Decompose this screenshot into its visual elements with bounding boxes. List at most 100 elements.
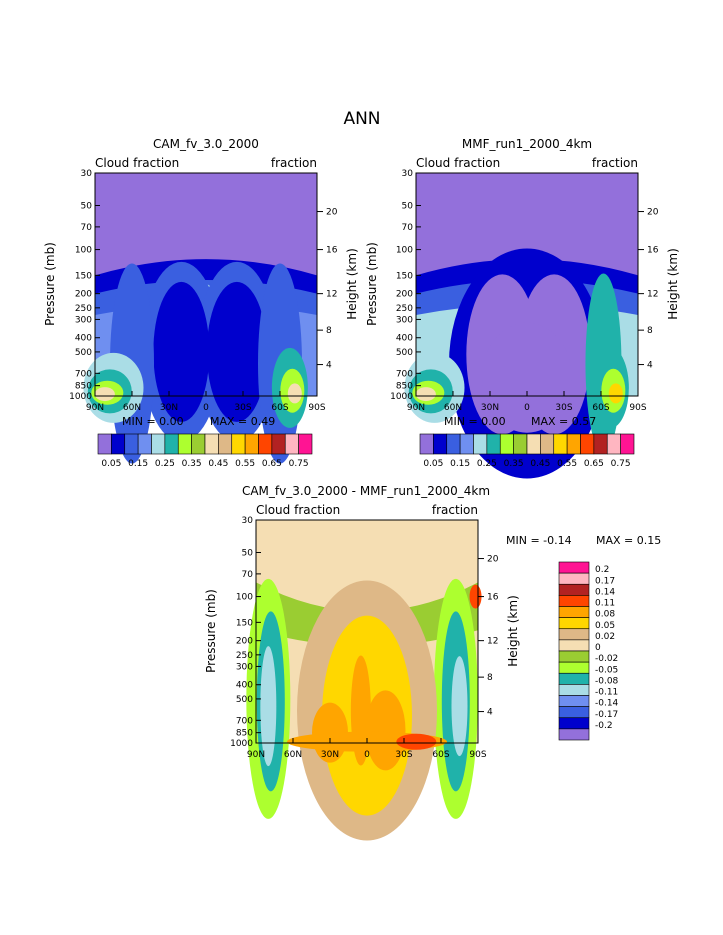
x-tick-label: 90N [86,403,104,413]
max-label: MAX = 0.15 [596,534,661,547]
colorbar-label: 0.14 [595,587,615,597]
y-tick-label: 250 [396,304,413,314]
y-right-tick-label: 4 [326,361,332,371]
y-tick-label: 300 [75,315,92,325]
colorbar-label: -0.02 [595,654,618,664]
colorbar-label: -0.08 [595,676,619,686]
colorbar-swatch [446,433,461,455]
min-label: MIN = 0.00 [444,415,506,428]
y-tick-label: 150 [236,618,253,628]
min-label: MIN = 0.00 [122,415,184,428]
colorbar-label: 0.45 [530,459,550,469]
colorbar-label: -0.11 [595,688,618,698]
y-right-tick-label: 12 [487,637,498,647]
x-tick-label: 0 [524,403,530,413]
y-tick-label: 500 [236,695,253,705]
max-label: MAX = 0.49 [210,415,275,428]
colorbar-swatch [558,706,590,719]
colorbar-swatch [558,684,590,696]
panel-title: CAM_fv_3.0_2000 - MMF_run1_2000_4km [242,484,490,498]
y-axis-label: Pressure (mb) [365,242,379,326]
contour-region [206,281,267,422]
y-tick-label: 300 [396,315,413,325]
colorbar-label: 0.05 [595,621,615,631]
colorbar-label: 0.55 [557,459,577,469]
colorbar-swatch [558,572,590,585]
page-title: ANN [343,109,380,129]
x-tick-label: 30N [160,403,178,413]
colorbar-swatch [558,595,590,607]
contour-region [153,281,210,422]
panel-diff: CAM_fv_3.0_2000 - MMF_run1_2000_4km Clou… [204,484,661,841]
x-tick-label: 30N [481,403,499,413]
right-label: fraction [432,503,478,517]
colorbar-swatch [137,433,152,455]
y-tick-label: 250 [236,651,253,661]
panel-title: CAM_fv_3.0_2000 [153,137,259,151]
x-tick-label: 90S [629,403,646,413]
y-right-tick-label: 16 [487,593,499,603]
left-label: Cloud fraction [256,503,340,517]
colorbar-swatch [284,433,299,455]
colorbar-swatch [499,433,514,455]
y-tick-label: 400 [75,334,92,344]
colorbar-swatch [558,695,590,707]
colorbar-swatch [558,650,590,663]
colorbar-label: 0.05 [423,459,443,469]
colorbar-swatch [164,433,179,455]
y-right-tick-label: 20 [647,208,659,218]
y-axis-label: Pressure (mb) [43,242,57,326]
colorbar-label: 0.75 [289,459,309,469]
colorbar-swatch [526,433,541,455]
colorbar-swatch [620,433,635,455]
colorbar-label: 0 [595,643,601,653]
y-tick-label: 850 [396,382,413,392]
colorbar-label: -0.14 [595,699,619,709]
colorbar-swatch [177,433,192,455]
colorbar-label: 0.65 [584,459,604,469]
left-label: Cloud fraction [416,156,500,170]
y-tick-label: 300 [236,662,253,672]
colorbar-swatch [433,433,448,455]
x-tick-label: 0 [364,750,370,760]
y-tick-label: 850 [75,382,92,392]
colorbar-label: 0.2 [595,565,609,575]
panel-mmf: MMF_run1_2000_4km Cloud fraction fractio… [365,137,680,479]
y-right-tick-label: 8 [326,326,332,336]
colorbar-label: 0.35 [504,459,524,469]
colorbar-swatch [558,661,590,674]
y-tick-label: 100 [396,246,413,256]
contour-region [95,173,317,276]
colorbar-swatch [558,639,590,652]
y-tick-label: 70 [81,223,93,233]
y-right-tick-label: 8 [487,673,493,683]
y-tick-label: 200 [236,637,253,647]
colorbar-swatch [258,433,273,455]
colorbar-swatch [298,433,313,455]
colorbar-swatch [244,433,259,455]
y-axis-right-label: Height (km) [506,595,520,666]
x-tick-label: 60N [123,403,141,413]
contour-plot [404,172,639,479]
colorbar-swatch [558,583,590,596]
y-tick-label: 400 [396,334,413,344]
colorbar-label: 0.75 [611,459,631,469]
panel-cam: CAM_fv_3.0_2000 Cloud fraction fraction … [43,137,359,469]
colorbar-label: 0.15 [128,459,148,469]
colorbar-label: -0.2 [595,721,613,731]
y-axis-label: Pressure (mb) [204,589,218,673]
colorbar-swatch [513,433,528,455]
panel-title: MMF_run1_2000_4km [462,137,592,151]
colorbar-label: 0.45 [208,459,228,469]
colorbar-swatch [218,433,233,455]
contour-region [260,646,277,767]
colorbar-label: 0.25 [155,459,175,469]
colorbar-label: 0.35 [182,459,202,469]
colorbar-label: 0.55 [235,459,255,469]
y-tick-label: 1000 [230,739,253,749]
y-right-tick-label: 4 [487,708,493,718]
x-tick-label: 30N [321,750,339,760]
